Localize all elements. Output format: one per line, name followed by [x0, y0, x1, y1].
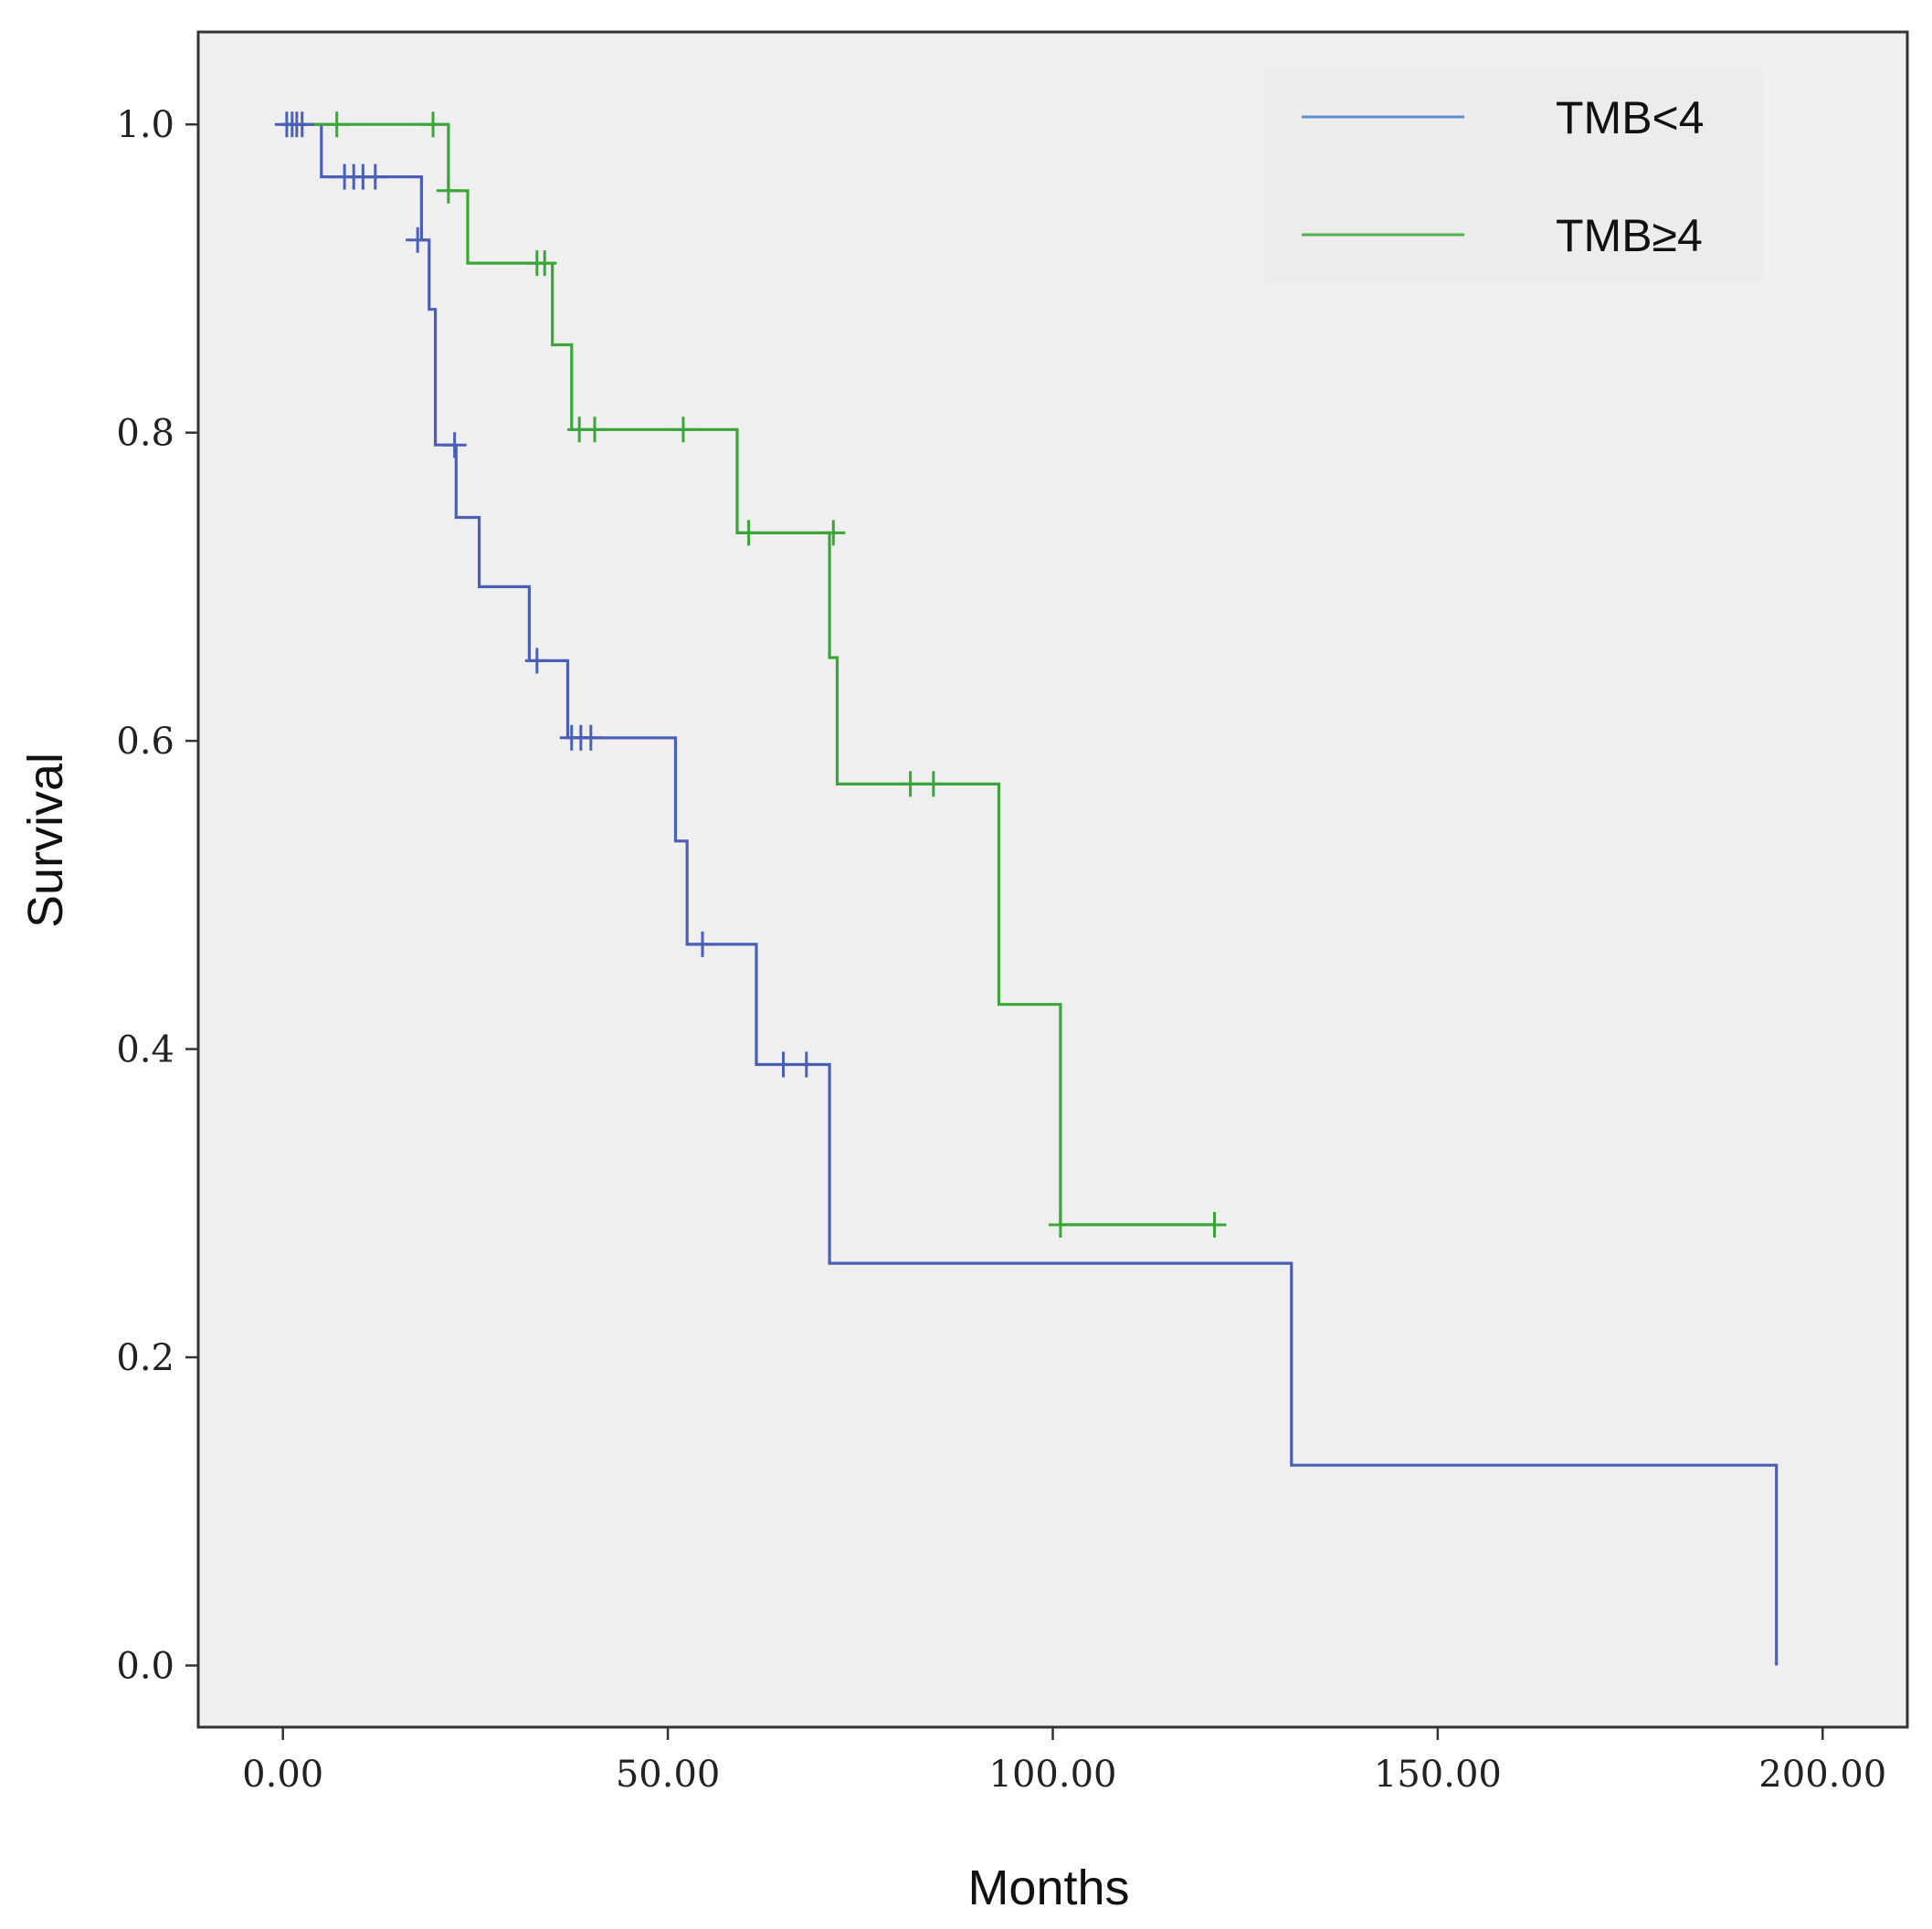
y-tick-label: 0.6 — [116, 721, 174, 763]
x-axis-title: Months — [967, 1860, 1129, 1915]
censor-mark — [921, 771, 945, 797]
x-tick-label: 0.00 — [242, 1754, 323, 1796]
x-tick-label: 200.00 — [1758, 1754, 1886, 1796]
censor-mark — [898, 771, 923, 797]
y-tick-label: 0.8 — [116, 413, 174, 455]
censor-mark — [670, 416, 695, 443]
censor-mark — [363, 163, 387, 190]
legend-label-tmb-lt-4: TMB<4 — [1556, 92, 1705, 143]
y-tick-label: 0.2 — [116, 1337, 174, 1379]
censor-mark — [578, 724, 603, 751]
censor-mark — [436, 177, 460, 204]
censor-mark — [1202, 1211, 1227, 1238]
censor-mark — [771, 1051, 796, 1078]
axis-ticks: 0.00 50.00 100.00 150.00 200.00 0.0 0.2 0.4 0.6 0… — [116, 104, 1886, 1796]
y-tick-label: 1.0 — [116, 104, 174, 146]
censor-mark — [794, 1051, 818, 1078]
censor-mark — [524, 648, 549, 674]
x-tick-label: 50.00 — [616, 1754, 721, 1796]
censor-mark — [691, 931, 715, 957]
y-tick-label: 0.0 — [116, 1646, 174, 1688]
survival-curve-tmb-ge-4 — [282, 122, 1215, 1227]
censor-mark — [290, 111, 314, 138]
legend-label-tmb-ge-4: TMB≥4 — [1556, 210, 1703, 261]
censor-mark — [442, 432, 467, 459]
censor-mark — [324, 111, 349, 138]
y-axis-title: Survival — [18, 753, 73, 928]
legend: TMB<4 TMB≥4 — [1265, 69, 1763, 283]
censor-mark — [406, 227, 430, 253]
y-tick-label: 0.4 — [116, 1029, 174, 1071]
x-tick-label: 100.00 — [989, 1754, 1117, 1796]
censor-mark — [533, 250, 557, 277]
legend-box — [1265, 69, 1763, 283]
censor-mark — [736, 520, 761, 546]
x-tick-label: 150.00 — [1374, 1754, 1502, 1796]
censor-mark — [1048, 1211, 1072, 1238]
censor-mark — [421, 111, 446, 138]
censor-mark — [583, 416, 607, 443]
censor-marks — [274, 111, 1227, 1238]
plot-area — [196, 30, 1909, 1729]
censor-mark — [821, 520, 846, 546]
